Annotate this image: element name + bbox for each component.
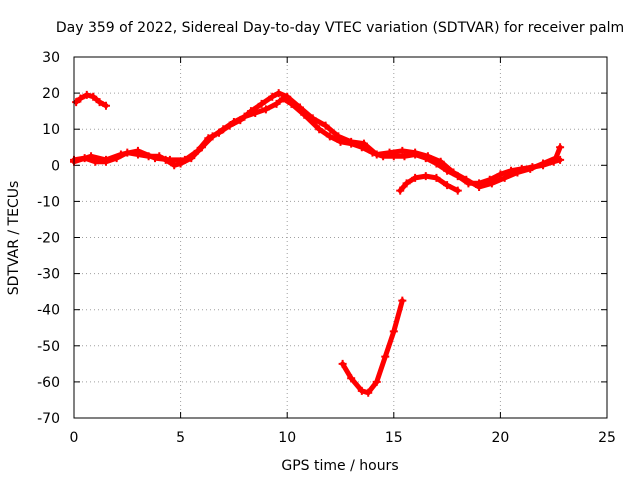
data-point (432, 173, 441, 182)
data-point (381, 352, 390, 361)
data-point (436, 157, 445, 166)
data-point (261, 105, 270, 114)
data-point (385, 148, 394, 157)
data-point (364, 388, 373, 397)
data-point (396, 186, 405, 195)
data-point (72, 98, 81, 107)
series-arc-deep (338, 296, 407, 397)
data-point (308, 114, 317, 123)
data-point (116, 150, 125, 159)
data-point (133, 146, 142, 155)
data-point (462, 175, 471, 184)
y-tick-label: -30 (37, 267, 60, 283)
data-point (453, 186, 462, 195)
series-arc-evening-low (396, 172, 462, 195)
grid-lines (74, 57, 607, 418)
data-point (87, 152, 96, 161)
data-series (70, 89, 565, 397)
chart-title: Day 359 of 2022, Sidereal Day-to-day VTE… (56, 20, 624, 36)
y-tick-label: 20 (42, 86, 60, 102)
data-point (246, 107, 255, 116)
data-point (257, 99, 266, 108)
data-point (402, 179, 411, 188)
x-tick-label: 5 (176, 430, 185, 446)
data-point (101, 155, 110, 164)
data-point (347, 137, 356, 146)
data-point (526, 164, 535, 173)
data-point (193, 146, 202, 155)
series-arc-morning (70, 94, 565, 188)
data-point (421, 172, 430, 181)
y-tick-label: -50 (37, 339, 60, 355)
data-point (372, 377, 381, 386)
data-point (423, 152, 432, 161)
data-point (325, 132, 334, 141)
data-point (165, 155, 174, 164)
y-tick-label: -20 (37, 231, 60, 247)
data-point (443, 181, 452, 190)
data-point (268, 92, 277, 101)
data-point (539, 159, 548, 168)
series-arc-morning-offset (70, 89, 565, 191)
data-point (170, 161, 179, 170)
data-point (295, 103, 304, 112)
data-point (389, 327, 398, 336)
x-tick-label: 0 (70, 430, 79, 446)
y-tick-label: -70 (37, 411, 60, 427)
data-point (411, 148, 420, 157)
data-point (180, 155, 189, 164)
data-point (315, 125, 324, 134)
series-line (71, 90, 563, 190)
data-point (556, 143, 565, 152)
data-point (496, 170, 505, 179)
data-point (76, 94, 85, 103)
series-line (71, 96, 563, 186)
y-tick-label: 0 (51, 158, 60, 174)
y-tick-label: -40 (37, 303, 60, 319)
data-point (274, 89, 283, 98)
x-tick-label: 25 (598, 430, 616, 446)
axis-ticks: 0 5 10 15 20 25 30 20 10 0 -10 -20 -30 -40 -50 -60 -70 (37, 50, 616, 446)
data-point (513, 168, 522, 177)
series-line (340, 298, 405, 396)
data-point (357, 386, 366, 395)
data-point (236, 116, 245, 125)
y-tick-label: -60 (37, 375, 60, 391)
y-tick-label: -10 (37, 194, 60, 210)
x-axis-label: GPS time / hours (281, 458, 398, 474)
data-point (225, 121, 234, 130)
data-point (398, 296, 407, 305)
x-tick-label: 20 (491, 430, 509, 446)
data-point (338, 359, 347, 368)
data-point (82, 90, 91, 99)
data-point (204, 134, 213, 143)
data-point (500, 173, 509, 182)
data-point (272, 99, 281, 108)
data-point (398, 146, 407, 155)
data-point (151, 154, 160, 163)
data-point (283, 92, 292, 101)
data-point (334, 132, 343, 141)
data-point (475, 182, 484, 191)
x-tick-label: 10 (278, 430, 296, 446)
plot-frame (73, 56, 608, 419)
y-tick-label: 10 (42, 122, 60, 138)
data-point (372, 150, 381, 159)
data-point (487, 179, 496, 188)
x-tick-label: 15 (385, 430, 403, 446)
data-point (95, 98, 104, 107)
y-tick-label: 30 (42, 50, 60, 66)
data-point (321, 121, 330, 130)
data-point (214, 128, 223, 137)
series-arc-early-high (72, 90, 110, 110)
data-point (449, 168, 458, 177)
data-point (101, 101, 110, 110)
y-axis-label: SDTVAR / TECUs (6, 181, 22, 296)
data-point (551, 154, 560, 163)
data-point (411, 173, 420, 182)
data-point (359, 139, 368, 148)
data-point (89, 92, 98, 101)
data-point (347, 374, 356, 383)
